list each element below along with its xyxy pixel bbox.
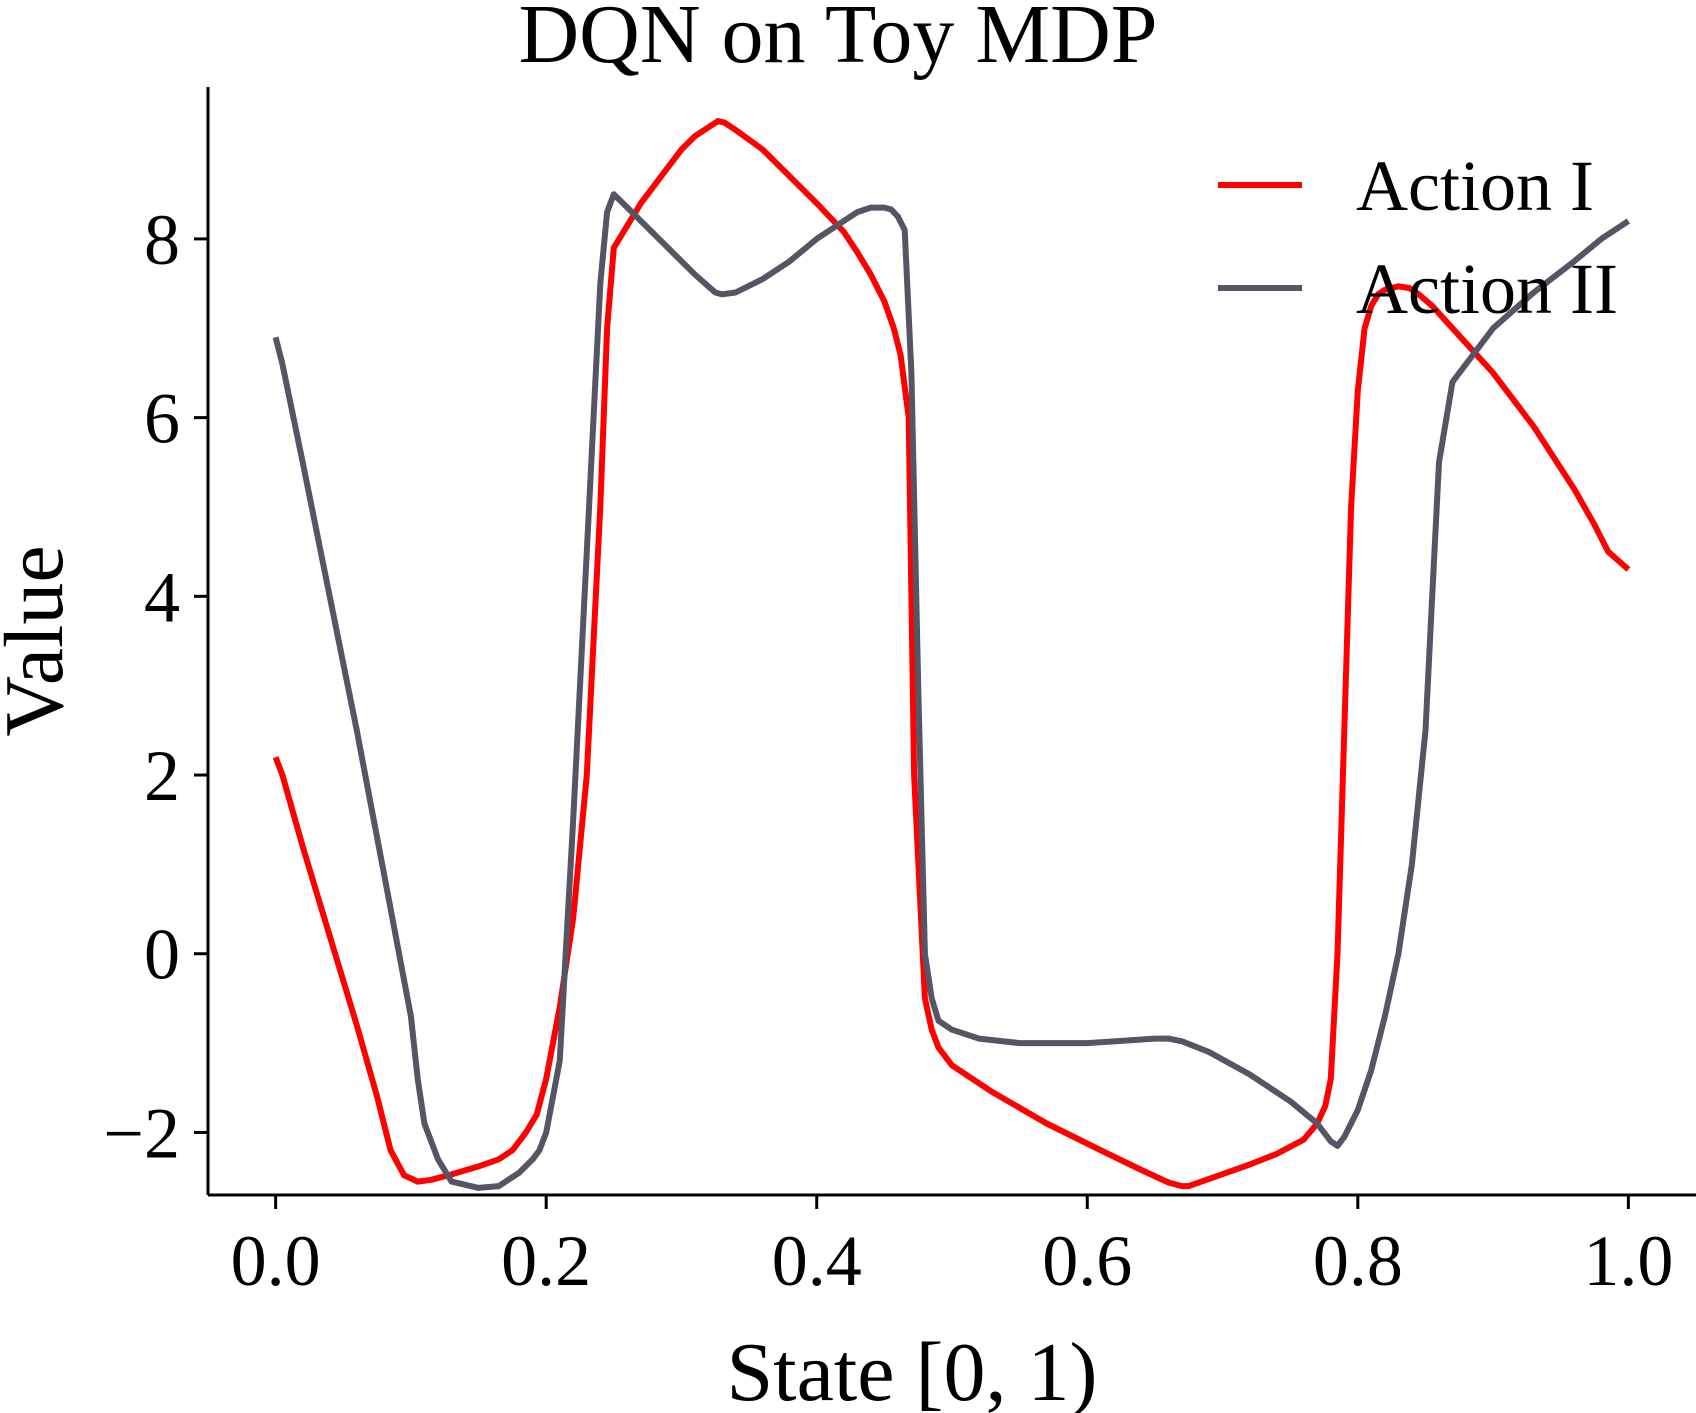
chart-title: DQN on Toy MDP — [519, 0, 1158, 81]
x-axis-label: State [0, 1) — [727, 1326, 1098, 1413]
y-tick-label: −2 — [103, 1093, 180, 1173]
y-tick-label: 8 — [144, 200, 180, 280]
y-axis-label: Value — [0, 545, 81, 736]
y-tick-label: 6 — [144, 379, 180, 459]
plot-area — [272, 118, 1631, 1191]
series-line-action-2 — [272, 191, 1631, 1191]
legend-label-action-1: Action I — [1356, 146, 1594, 226]
legend-label-action-2: Action II — [1356, 249, 1618, 329]
x-tick-label: 0.2 — [501, 1221, 591, 1301]
series-line-action-1 — [272, 118, 1631, 1190]
x-tick-label: 1.0 — [1583, 1221, 1673, 1301]
legend: Action I Action II — [1218, 146, 1618, 329]
x-tick-label: 0.0 — [231, 1221, 321, 1301]
x-axis-ticks: 0.0 0.2 0.4 0.6 0.8 1.0 — [231, 1195, 1673, 1301]
x-tick-label: 0.4 — [772, 1221, 862, 1301]
x-tick-label: 0.8 — [1313, 1221, 1403, 1301]
x-tick-label: 0.6 — [1042, 1221, 1132, 1301]
y-axis-ticks: −2 0 2 4 6 8 — [103, 200, 208, 1173]
y-tick-label: 4 — [144, 557, 180, 637]
y-tick-label: 2 — [144, 736, 180, 816]
y-tick-label: 0 — [144, 915, 180, 995]
